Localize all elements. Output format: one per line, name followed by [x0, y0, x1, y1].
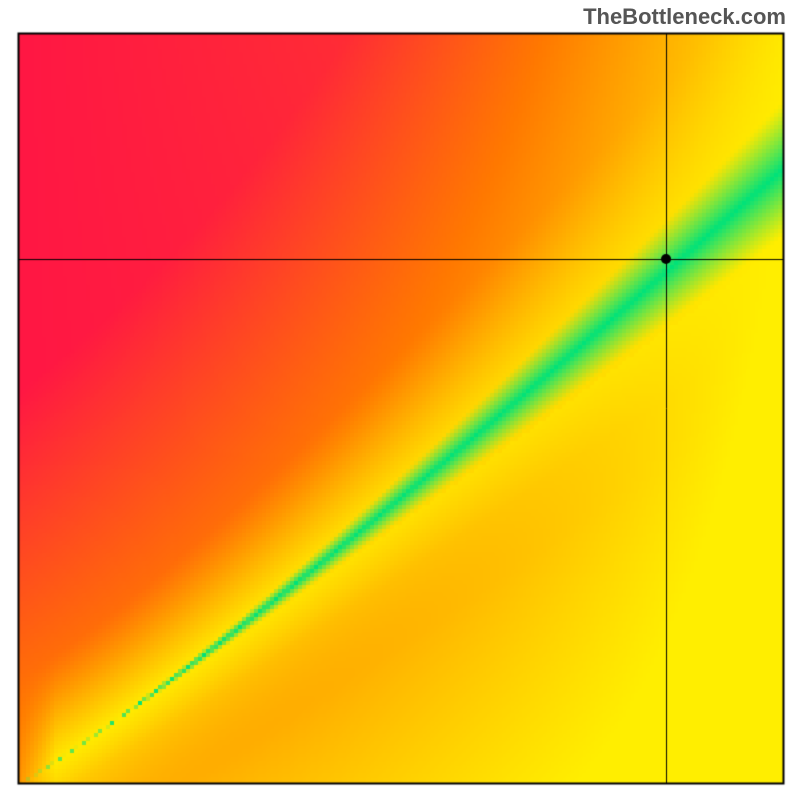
chart-container: TheBottleneck.com	[0, 0, 800, 800]
heatmap-canvas	[0, 0, 800, 800]
watermark-text: TheBottleneck.com	[583, 4, 786, 30]
